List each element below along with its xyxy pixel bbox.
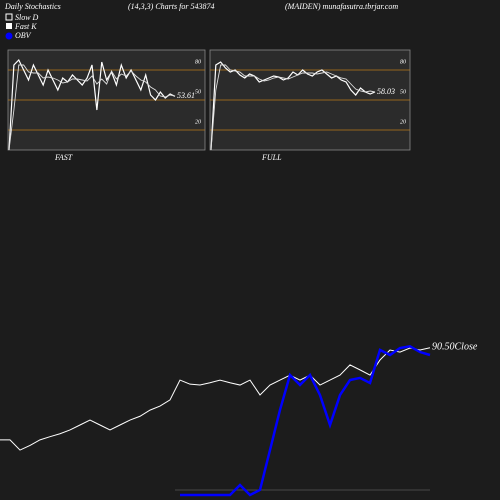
site: (MAIDEN) munafasutra.tbrjar.com xyxy=(285,2,398,11)
subtitle: (14,3,3) Charts for 543874 xyxy=(128,2,214,11)
legend-swatch xyxy=(5,32,13,40)
title: Daily Stochastics xyxy=(4,2,61,11)
y-tick-label: 80 xyxy=(195,59,201,65)
last-value-label: 58.03 xyxy=(377,87,395,96)
stoch-line xyxy=(210,64,376,151)
panel-label: FAST xyxy=(54,153,73,162)
y-tick-label: 20 xyxy=(400,119,406,125)
panel-label: FULL xyxy=(261,153,282,162)
close-value: 90.50 xyxy=(432,342,455,353)
legend-label: OBV xyxy=(15,31,32,40)
legend-swatch xyxy=(5,13,13,21)
last-value-label: 53.61 xyxy=(177,91,195,100)
y-tick-label: 50 xyxy=(195,89,201,95)
close-name: Close xyxy=(455,342,478,353)
legend-label: Slow D xyxy=(15,13,39,22)
y-tick-label: 50 xyxy=(400,89,406,95)
obv-line xyxy=(180,344,431,497)
y-tick-label: 80 xyxy=(400,59,406,65)
stoch-line xyxy=(8,64,176,151)
price-line xyxy=(0,347,431,451)
legend-label: Fast K xyxy=(14,22,37,31)
stoch-line xyxy=(8,58,176,151)
y-tick-label: 20 xyxy=(195,119,201,125)
legend-swatch xyxy=(6,23,12,29)
stoch-line xyxy=(210,61,376,151)
close-label: 90.50Close xyxy=(432,342,478,353)
